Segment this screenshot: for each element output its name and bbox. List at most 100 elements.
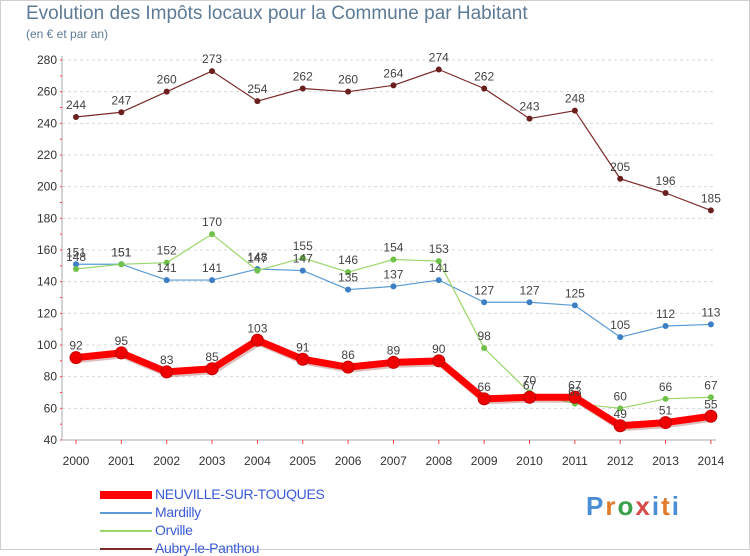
data-label-mardilly: 141 [157,261,177,275]
logo-letter: P [586,491,604,521]
x-tick-label: 2008 [425,454,452,468]
data-label-mardilly: 137 [383,267,403,281]
y-tick-label: 160 [37,243,57,257]
data-label-mardilly: 151 [111,245,131,259]
data-point-aubry-le-panthou [73,114,79,120]
x-tick-label: 2005 [289,454,316,468]
data-label-orville: 155 [293,239,313,253]
data-label-orville: 153 [429,242,449,256]
data-label-mardilly: 113 [701,305,720,319]
data-point-orville [435,258,442,265]
data-label-mardilly: 148 [247,250,267,264]
data-point-aubry-le-panthou [163,88,170,95]
legend-swatch-mardilly [100,512,152,514]
data-point-neuville-sur-touques [341,360,355,374]
data-point-mardilly [526,299,533,306]
data-label-aubry-le-panthou: 264 [383,66,403,80]
data-point-orville [707,394,714,401]
data-label-orville: 63 [568,385,582,399]
data-point-orville [481,345,488,352]
y-tick-label: 260 [37,85,57,99]
y-tick-label: 80 [44,370,58,384]
legend-label-aubry-le-panthou: Aubry-le-Panthou [155,540,260,556]
x-tick-label: 2007 [380,454,407,468]
data-point-mardilly [345,286,352,293]
logo-letter: i [651,491,660,521]
data-label-aubry-le-panthou: 247 [111,93,131,107]
y-tick-label: 180 [37,211,57,225]
x-tick-label: 2002 [153,454,180,468]
data-point-neuville-sur-touques [659,416,673,430]
data-label-mardilly: 147 [293,252,313,266]
data-label-neuville-sur-touques: 89 [387,343,401,357]
data-label-aubry-le-panthou: 274 [429,51,449,65]
data-point-neuville-sur-touques [114,346,128,360]
data-label-orville: 147 [247,252,267,266]
data-point-orville [209,231,216,238]
data-point-orville [118,261,125,268]
data-point-orville [163,259,170,266]
data-point-orville [345,269,352,276]
data-label-orville: 98 [477,329,491,343]
data-label-aubry-le-panthou: 248 [565,92,585,106]
data-label-neuville-sur-touques: 49 [614,407,628,421]
data-label-aubry-le-panthou: 243 [519,100,539,114]
data-point-aubry-le-panthou [209,68,216,75]
data-point-orville [617,405,624,412]
data-label-neuville-sur-touques: 55 [704,397,718,411]
data-label-neuville-sur-touques: 103 [247,321,267,335]
data-point-mardilly [435,277,442,284]
data-point-mardilly [617,334,624,341]
y-tick-label: 120 [37,306,57,320]
logo-letter: r [605,491,616,521]
x-tick-label: 2009 [471,454,498,468]
x-tick-label: 2006 [335,454,362,468]
data-point-mardilly [571,302,578,309]
y-tick-label: 240 [37,116,57,130]
x-tick-label: 2001 [108,454,135,468]
data-label-aubry-le-panthou: 185 [701,191,721,205]
data-point-aubry-le-panthou [662,190,669,196]
data-point-neuville-sur-touques [432,354,446,368]
data-label-neuville-sur-touques: 90 [432,342,446,356]
data-point-aubry-le-panthou [345,88,352,95]
data-label-mardilly: 141 [202,261,222,275]
data-label-aubry-le-panthou: 273 [202,52,222,66]
data-label-neuville-sur-touques: 66 [477,380,491,394]
data-point-mardilly [163,277,170,284]
chart-title: Evolution des Impôts locaux pour la Comm… [26,3,528,24]
data-point-orville [299,254,306,261]
data-point-neuville-sur-touques [613,419,627,433]
data-point-orville [662,395,669,402]
data-point-neuville-sur-touques [523,390,536,404]
data-label-mardilly: 112 [656,307,675,321]
data-label-aubry-le-panthou: 205 [610,160,630,174]
data-label-neuville-sur-touques: 95 [115,334,129,348]
data-label-aubry-le-panthou: 260 [338,73,358,87]
data-label-aubry-le-panthou: 254 [247,82,267,96]
data-label-mardilly: 127 [474,283,494,297]
logo-letter: o [617,491,634,521]
data-label-aubry-le-panthou: 262 [474,70,494,84]
data-label-aubry-le-panthou: 260 [157,73,177,87]
data-label-neuville-sur-touques: 83 [160,353,174,367]
data-point-mardilly [390,283,397,290]
data-point-neuville-sur-touques [704,409,718,423]
x-tick-label: 2010 [516,454,543,468]
data-point-aubry-le-panthou [481,85,488,92]
x-tick-label: 2011 [562,454,588,468]
data-label-orville: 152 [157,244,177,258]
y-tick-label: 140 [37,275,57,289]
data-point-orville [254,267,261,274]
data-label-mardilly: 105 [610,318,630,332]
logo-letter: i [671,491,679,521]
legend-swatch-aubry-le-panthou [100,548,152,550]
data-point-aubry-le-panthou [390,82,397,89]
legend-swatch-orville [100,530,152,532]
x-tick-label: 2003 [199,454,226,468]
data-label-orville: 60 [614,389,628,403]
chart-subtitle: (en € et par an) [26,27,109,41]
legend-label-neuville-sur-touques: NEUVILLE-SUR-TOUQUES [155,486,325,502]
data-label-orville: 170 [202,215,222,229]
y-tick-label: 60 [44,401,58,415]
